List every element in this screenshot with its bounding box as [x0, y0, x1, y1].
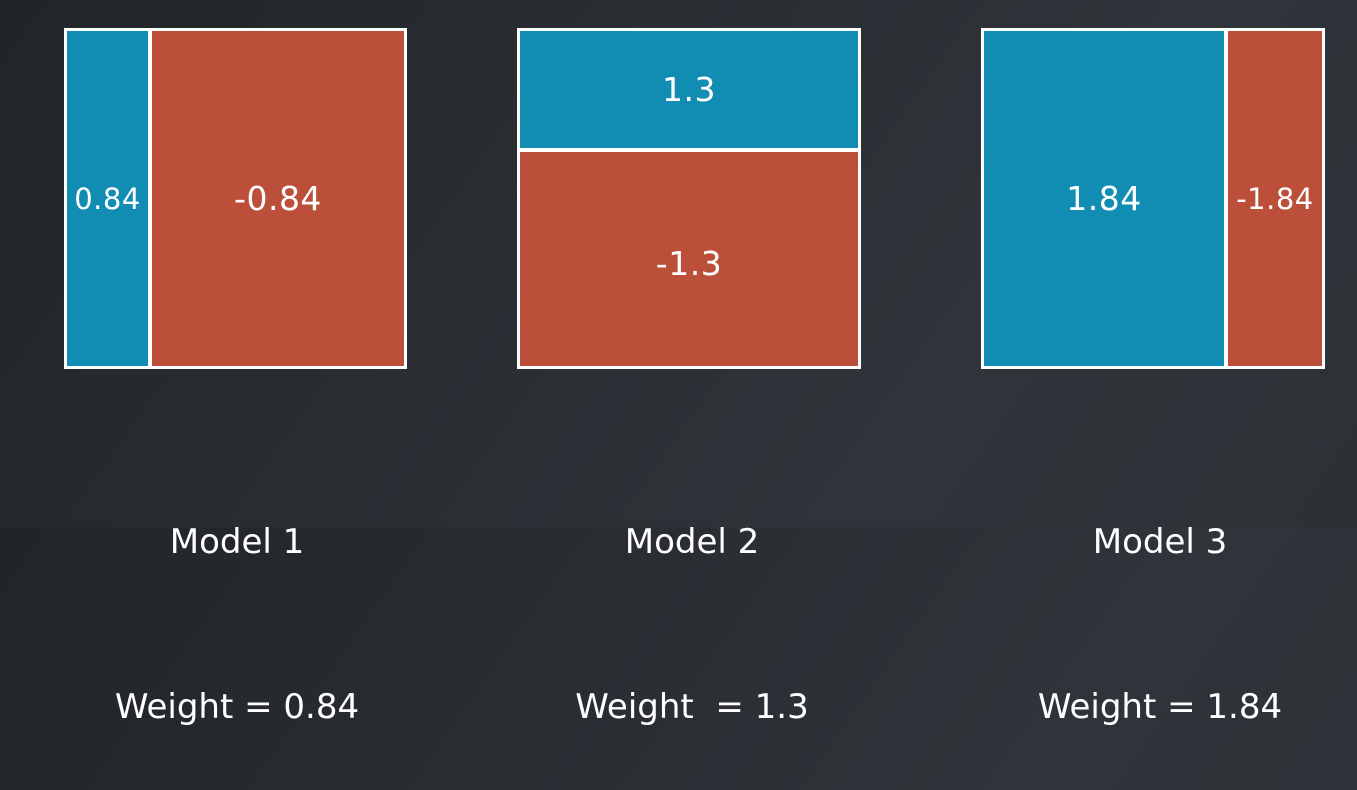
model-1-name: Model 1	[169, 522, 305, 562]
model-2-negative-value: -1.3	[655, 243, 723, 283]
model-1-negative-region: -0.84	[152, 31, 404, 366]
model-1-weight: Weight = 0.84	[114, 687, 360, 727]
model-3-diagram: 1.84 -1.84	[981, 28, 1325, 369]
model-1-diagram: 0.84 -0.84	[64, 28, 407, 369]
model-2-negative-region: -1.3	[520, 152, 858, 366]
model-3-negative-value: -1.84	[1236, 181, 1314, 216]
model-1-positive-value: 0.84	[74, 181, 141, 216]
model-1-positive-region: 0.84	[67, 31, 148, 366]
model-3-weight: Weight = 1.84	[1037, 687, 1283, 727]
model-1-caption: Model 1 Weight = 0.84	[57, 405, 417, 790]
model-3-positive-region: 1.84	[984, 31, 1224, 366]
model-3-positive-value: 1.84	[1066, 179, 1142, 218]
model-2-name: Model 2	[624, 522, 760, 562]
model-2-weight: Weight = 1.3	[575, 687, 809, 727]
model-3-name: Model 3	[1092, 522, 1228, 562]
model-2-positive-region: 1.3	[520, 31, 858, 148]
model-1-negative-value: -0.84	[234, 179, 322, 218]
model-2-caption: Model 2 Weight = 1.3	[512, 405, 872, 790]
model-2-positive-value: 1.3	[662, 70, 716, 109]
model-3-negative-region: -1.84	[1228, 31, 1322, 366]
model-3-caption: Model 3 Weight = 1.84	[980, 405, 1340, 790]
model-2-diagram: 1.3 -1.3	[517, 28, 861, 369]
